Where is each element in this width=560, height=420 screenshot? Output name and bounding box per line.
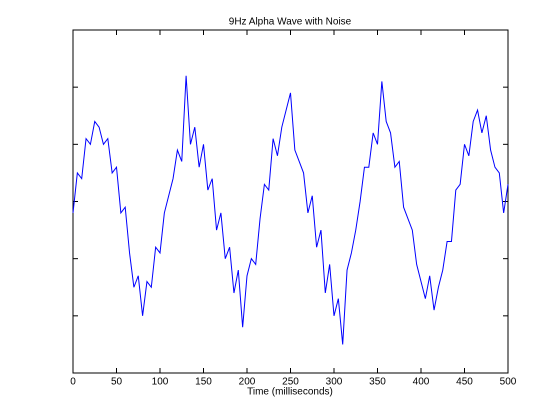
data-line	[72, 75, 509, 345]
chart-title: 9Hz Alpha Wave with Noise	[229, 17, 352, 28]
x-tick-label: 250	[282, 377, 299, 388]
x-tick-label: 350	[369, 377, 386, 388]
x-tick-label: 400	[413, 377, 430, 388]
x-tick-label: 450	[456, 377, 473, 388]
plot-area	[72, 29, 509, 374]
x-tick-label: 500	[500, 377, 517, 388]
x-tick-label: 100	[152, 377, 169, 388]
x-tick-label: 200	[239, 377, 256, 388]
x-axis-label: Time (milliseconds)	[247, 387, 333, 398]
x-tick-label: 50	[111, 377, 123, 388]
x-tick-label: 300	[326, 377, 343, 388]
x-tick-label: 150	[195, 377, 212, 388]
x-tick-label: 0	[70, 377, 76, 388]
